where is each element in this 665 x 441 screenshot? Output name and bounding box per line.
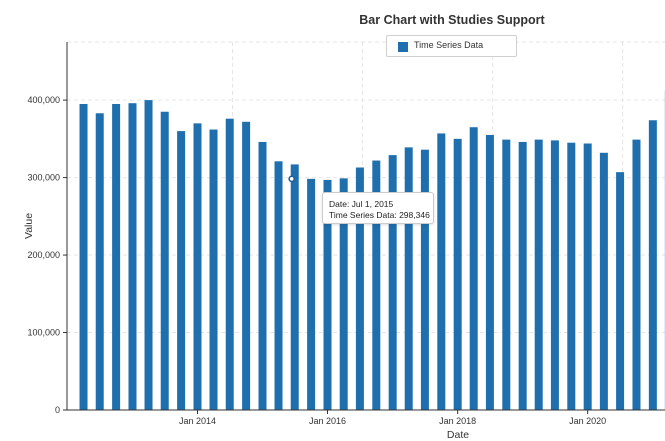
bar[interactable] <box>567 142 576 410</box>
tooltip-date: Date: Jul 1, 2015 <box>329 199 394 209</box>
bar[interactable] <box>372 160 381 410</box>
bar[interactable] <box>469 127 478 410</box>
bar[interactable] <box>274 161 283 410</box>
y-tick-label: 200,000 <box>27 250 60 260</box>
bar[interactable] <box>79 103 88 411</box>
bar[interactable] <box>616 172 625 410</box>
x-axis-ticks: Jan 2014 Jan 2016 Jan 2018 Jan 2020 <box>179 410 606 426</box>
bar[interactable] <box>534 139 543 411</box>
y-tick-label: 0 <box>55 405 60 415</box>
bars[interactable] <box>79 90 665 411</box>
bar[interactable] <box>258 141 267 411</box>
legend[interactable]: Time Series Data <box>386 35 517 57</box>
x-tick-label: Jan 2014 <box>179 416 216 426</box>
bar[interactable] <box>518 141 527 411</box>
legend-swatch <box>398 42 408 52</box>
bar[interactable] <box>242 121 251 410</box>
bar[interactable] <box>307 178 316 410</box>
y-tick-label: 300,000 <box>27 173 60 183</box>
hover-marker <box>288 175 296 183</box>
x-axis-title: Date <box>447 429 469 441</box>
y-tick-label: 100,000 <box>27 328 60 338</box>
bar[interactable] <box>323 179 332 410</box>
chart-title: Bar Chart with Studies Support <box>359 13 545 27</box>
bar[interactable] <box>339 178 348 410</box>
bar[interactable] <box>632 139 641 411</box>
x-tick-label: Jan 2020 <box>569 416 606 426</box>
bar[interactable] <box>453 138 462 410</box>
tooltip: Date: Jul 1, 2015 Time Series Data: 298,… <box>322 192 434 224</box>
bar[interactable] <box>177 131 186 411</box>
legend-label: Time Series Data <box>414 40 484 50</box>
bar[interactable] <box>420 149 429 410</box>
bar[interactable] <box>583 143 592 410</box>
bar[interactable] <box>144 100 153 411</box>
bar[interactable] <box>502 139 511 411</box>
bar[interactable] <box>550 140 559 410</box>
bar[interactable] <box>437 133 446 410</box>
bar[interactable] <box>128 103 137 410</box>
bar[interactable] <box>225 118 234 410</box>
x-tick-label: Jan 2018 <box>439 416 476 426</box>
bar[interactable] <box>599 152 608 411</box>
tooltip-value: Time Series Data: 298,346 <box>329 210 430 220</box>
hover-point <box>288 175 296 183</box>
bar[interactable] <box>112 103 121 411</box>
x-tick-label: Jan 2016 <box>309 416 346 426</box>
bar[interactable] <box>95 113 104 410</box>
bar[interactable] <box>648 120 657 411</box>
bar[interactable] <box>485 134 494 410</box>
bar[interactable] <box>355 167 364 410</box>
bar[interactable] <box>404 147 413 411</box>
bar[interactable] <box>290 164 299 410</box>
y-axis-ticks: 0 100,000 200,000 300,000 400,000 <box>27 95 67 415</box>
bar[interactable] <box>193 123 202 411</box>
axes <box>66 42 665 411</box>
bar[interactable] <box>388 155 397 410</box>
y-tick-label: 400,000 <box>27 95 60 105</box>
y-axis-title: Value <box>23 213 35 239</box>
bar[interactable] <box>160 111 169 410</box>
grid-lines <box>67 41 665 410</box>
bar[interactable] <box>209 129 218 410</box>
